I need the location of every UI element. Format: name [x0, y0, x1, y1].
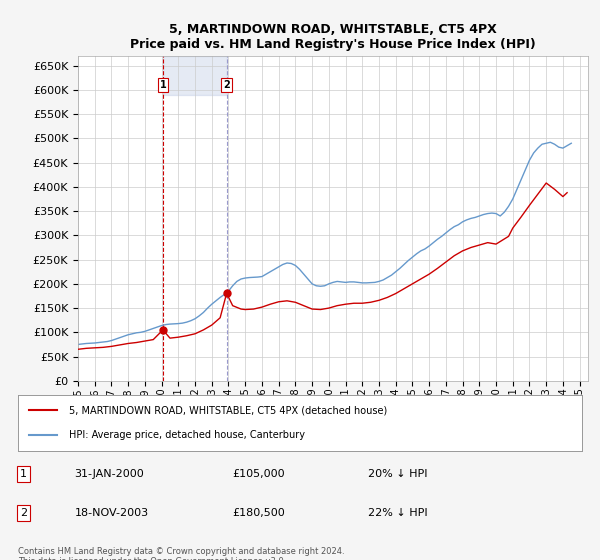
- Text: 5, MARTINDOWN ROAD, WHITSTABLE, CT5 4PX (detached house): 5, MARTINDOWN ROAD, WHITSTABLE, CT5 4PX …: [69, 405, 387, 416]
- Title: 5, MARTINDOWN ROAD, WHITSTABLE, CT5 4PX
Price paid vs. HM Land Registry's House : 5, MARTINDOWN ROAD, WHITSTABLE, CT5 4PX …: [130, 22, 536, 50]
- Text: 22% ↓ HPI: 22% ↓ HPI: [368, 508, 427, 518]
- Text: 2: 2: [223, 80, 230, 90]
- Text: HPI: Average price, detached house, Canterbury: HPI: Average price, detached house, Cant…: [69, 430, 305, 440]
- Text: 18-NOV-2003: 18-NOV-2003: [74, 508, 149, 518]
- Text: 2: 2: [20, 508, 27, 518]
- Text: Contains HM Land Registry data © Crown copyright and database right 2024.
This d: Contains HM Land Registry data © Crown c…: [18, 547, 344, 560]
- Text: 1: 1: [160, 80, 166, 90]
- Text: £105,000: £105,000: [232, 469, 285, 479]
- Text: 1: 1: [20, 469, 27, 479]
- Text: £180,500: £180,500: [232, 508, 285, 518]
- Text: 20% ↓ HPI: 20% ↓ HPI: [368, 469, 427, 479]
- Text: 31-JAN-2000: 31-JAN-2000: [74, 469, 144, 479]
- Bar: [163, 56, 227, 95]
